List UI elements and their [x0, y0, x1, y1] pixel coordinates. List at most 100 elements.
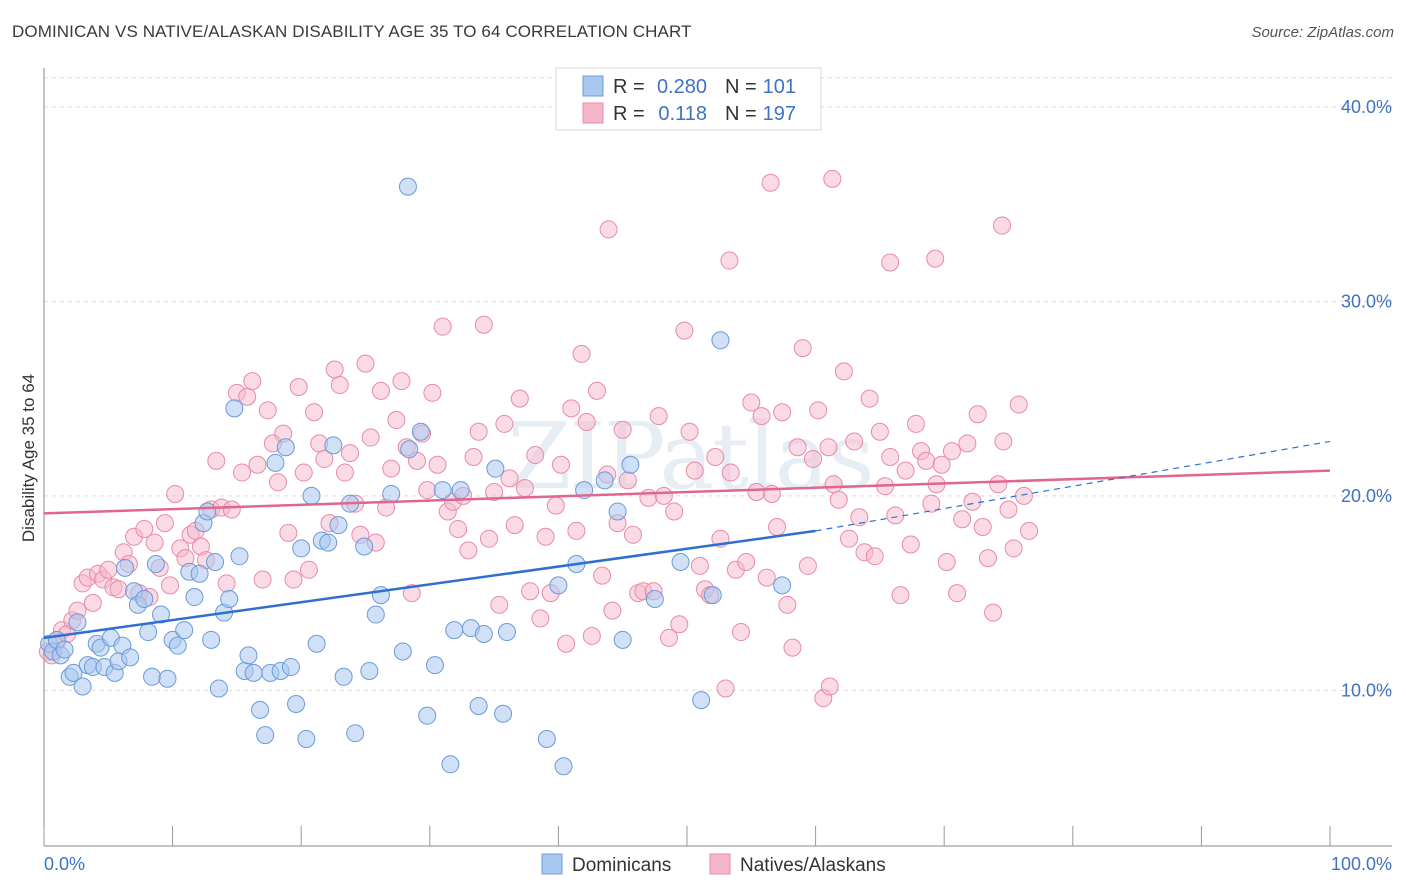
- point-natives-alaskans: [500, 469, 519, 488]
- point-dominicans: [55, 640, 74, 659]
- point-natives-alaskans: [515, 479, 534, 498]
- point-natives-alaskans: [994, 432, 1013, 451]
- point-natives-alaskans: [984, 603, 1003, 622]
- point-natives-alaskans: [742, 393, 761, 412]
- x-tick-label-max: 100.0%: [1331, 854, 1392, 874]
- point-natives-alaskans: [279, 523, 298, 542]
- series-dominicans-points: [40, 177, 792, 776]
- point-natives-alaskans: [963, 492, 982, 511]
- point-natives-alaskans: [402, 584, 421, 603]
- point-dominicans: [297, 730, 316, 749]
- point-natives-alaskans: [536, 527, 555, 546]
- point-natives-alaskans: [582, 626, 601, 645]
- point-dominicans: [158, 669, 177, 688]
- point-natives-alaskans: [587, 381, 606, 400]
- point-natives-alaskans: [680, 422, 699, 441]
- point-natives-alaskans: [690, 556, 709, 575]
- point-natives-alaskans: [823, 169, 842, 188]
- point-dominicans: [139, 623, 158, 642]
- point-natives-alaskans: [665, 502, 684, 521]
- point-natives-alaskans: [1004, 539, 1023, 558]
- point-natives-alaskans: [973, 518, 992, 537]
- point-natives-alaskans: [392, 372, 411, 391]
- point-dominicans: [400, 440, 419, 459]
- point-natives-alaskans: [155, 514, 174, 533]
- point-natives-alaskans: [953, 510, 972, 529]
- point-natives-alaskans: [706, 448, 725, 466]
- point-natives-alaskans: [675, 321, 694, 340]
- point-dominicans: [537, 730, 556, 749]
- trend-lines: [43, 440, 1331, 640]
- point-natives-alaskans: [531, 609, 550, 628]
- point-natives-alaskans: [495, 414, 514, 433]
- point-natives-alaskans: [222, 500, 241, 519]
- point-natives-alaskans: [371, 381, 390, 400]
- point-natives-alaskans: [747, 483, 766, 502]
- point-natives-alaskans: [505, 516, 524, 535]
- point-dominicans: [474, 624, 493, 643]
- point-dominicans: [613, 630, 632, 649]
- point-natives-alaskans: [845, 432, 864, 451]
- point-dominicans: [302, 486, 321, 505]
- point-natives-alaskans: [999, 500, 1018, 519]
- point-natives-alaskans: [217, 574, 236, 593]
- point-natives-alaskans: [948, 584, 967, 603]
- point-natives-alaskans: [649, 407, 668, 426]
- point-dominicans: [692, 691, 711, 710]
- point-natives-alaskans: [788, 438, 807, 457]
- point-natives-alaskans: [917, 451, 936, 470]
- point-dominicans: [469, 696, 488, 715]
- point-dominicans: [73, 677, 92, 696]
- point-natives-alaskans: [572, 344, 591, 363]
- point-dominicans: [152, 605, 171, 624]
- point-natives-alaskans: [757, 568, 776, 587]
- legend-r-label-2: R =: [613, 103, 645, 125]
- point-dominicans: [334, 667, 353, 686]
- bottom-legend-label-dominicans: Dominicans: [572, 855, 671, 876]
- point-natives-alaskans: [510, 389, 529, 408]
- point-natives-alaskans: [937, 553, 956, 572]
- point-natives-alaskans: [778, 595, 797, 614]
- point-natives-alaskans: [968, 405, 987, 424]
- point-dominicans: [64, 663, 83, 682]
- bottom-legend-swatch-natives: [709, 853, 731, 875]
- bottom-legend-label-natives: Natives/Alaskans: [740, 855, 886, 876]
- point-dominicans: [256, 726, 275, 745]
- point-natives-alaskans: [382, 459, 401, 478]
- point-natives-alaskans: [886, 506, 905, 525]
- point-natives-alaskans: [618, 471, 637, 490]
- point-natives-alaskans: [752, 407, 771, 426]
- point-natives-alaskans: [798, 556, 817, 575]
- point-dominicans: [220, 589, 239, 608]
- point-natives-alaskans: [469, 422, 488, 441]
- point-dominicans: [225, 399, 244, 418]
- point-natives-alaskans: [551, 455, 570, 474]
- point-natives-alaskans: [485, 483, 504, 502]
- point-dominicans: [549, 576, 568, 595]
- legend-r-value-2: 0.118: [658, 103, 707, 125]
- point-dominicans: [433, 481, 452, 500]
- point-dominicans: [711, 331, 730, 350]
- point-dominicans: [645, 589, 664, 608]
- legend-r-label-1: R =: [613, 76, 645, 98]
- point-natives-alaskans: [850, 508, 869, 527]
- point-natives-alaskans: [161, 576, 180, 595]
- point-natives-alaskans: [834, 362, 853, 381]
- point-natives-alaskans: [423, 383, 442, 402]
- point-natives-alaskans: [860, 389, 879, 408]
- point-natives-alaskans: [99, 560, 118, 579]
- point-dominicans: [418, 706, 437, 725]
- point-natives-alaskans: [906, 414, 925, 433]
- trend-line-dominicans: [43, 529, 816, 640]
- point-dominicans: [206, 553, 225, 572]
- point-natives-alaskans: [932, 455, 951, 474]
- point-dominicans: [329, 516, 348, 535]
- point-dominicans: [198, 502, 217, 521]
- point-dominicans: [281, 658, 300, 677]
- point-dominicans: [116, 558, 135, 577]
- point-dominicans: [239, 646, 258, 665]
- point-natives-alaskans: [865, 547, 884, 566]
- point-natives-alaskans: [474, 315, 493, 334]
- y-axis-label: Disability Age 35 to 64: [19, 374, 38, 542]
- point-dominicans: [276, 438, 295, 457]
